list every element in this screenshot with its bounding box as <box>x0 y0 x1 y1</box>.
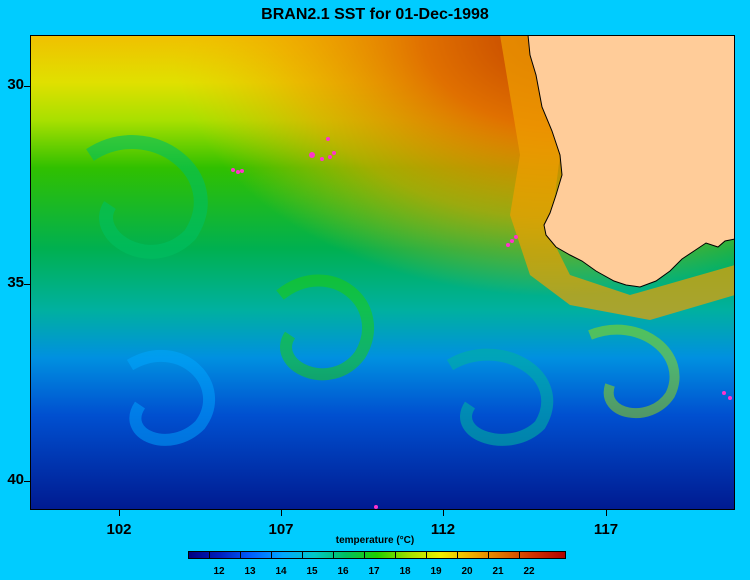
y-tick-30 <box>24 86 30 87</box>
eddy-2 <box>276 274 374 381</box>
x-axis-label-107: 107 <box>268 521 294 538</box>
map-title: BRAN2.1 SST for 01-Dec-1998 <box>261 6 489 23</box>
colorbar-label: 17 <box>368 566 380 577</box>
colorbar-label: 12 <box>213 566 225 577</box>
colorbar-tick <box>426 551 427 559</box>
colorbar <box>188 551 566 559</box>
colorbar-label: 18 <box>399 566 411 577</box>
colorbar-tick <box>302 551 303 559</box>
colorbar-title: temperature (°C) <box>335 535 415 546</box>
x-axis-label-117: 117 <box>593 521 619 538</box>
x-tick-117 <box>606 510 607 516</box>
x-tick-107 <box>281 510 282 516</box>
y-tick-35 <box>24 284 30 285</box>
eddy-5 <box>588 324 680 418</box>
landmass <box>528 35 735 287</box>
colorbar-tick <box>395 551 396 559</box>
colorbar-tick <box>271 551 272 559</box>
colorbar-label: 14 <box>275 566 287 577</box>
colorbar-tick <box>333 551 334 559</box>
x-tick-112 <box>443 510 444 516</box>
colorbar-tick <box>488 551 489 559</box>
eddy-3 <box>446 348 553 446</box>
colorbar-tick <box>240 551 241 559</box>
leeuwin-current <box>500 35 735 320</box>
x-axis-label-102: 102 <box>106 521 132 538</box>
sst-map <box>30 35 735 510</box>
x-tick-102 <box>119 510 120 516</box>
colorbar-label: 19 <box>430 566 442 577</box>
eddy-4 <box>126 349 216 446</box>
colorbar-tick <box>209 551 210 559</box>
eddy-1 <box>86 135 208 259</box>
colorbar-tick <box>519 551 520 559</box>
colorbar-label: 20 <box>461 566 473 577</box>
islands <box>231 137 732 509</box>
y-axis-label-40: 40 <box>7 471 24 488</box>
y-axis-label-30: 30 <box>7 76 24 93</box>
colorbar-tick <box>457 551 458 559</box>
colorbar-label: 22 <box>523 566 535 577</box>
colorbar-label: 15 <box>306 566 318 577</box>
y-tick-40 <box>24 481 30 482</box>
x-axis-label-112: 112 <box>430 521 456 538</box>
y-axis-label-35: 35 <box>7 274 24 291</box>
colorbar-tick <box>364 551 365 559</box>
colorbar-label: 21 <box>492 566 504 577</box>
coastline <box>527 35 735 288</box>
colorbar-label: 16 <box>337 566 349 577</box>
colorbar-label: 13 <box>244 566 256 577</box>
